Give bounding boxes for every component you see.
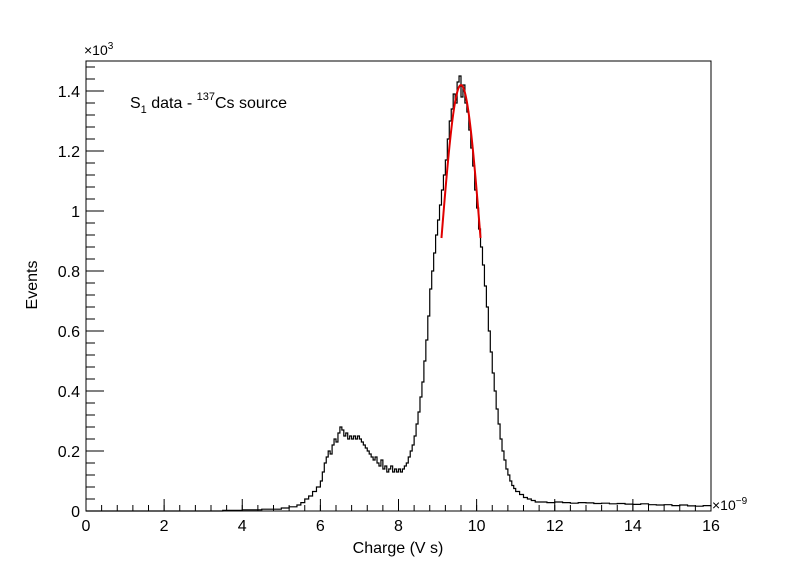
y-multiplier: ×103 <box>84 41 114 58</box>
histogram-layer <box>86 75 712 512</box>
x-tick-label: 0 <box>82 518 91 535</box>
y-tick-label: 0 <box>71 504 80 521</box>
x-multiplier: ×10−9 <box>712 496 748 513</box>
x-tick-label: 14 <box>624 518 642 535</box>
annotation-mid: data - <box>147 95 197 112</box>
histogram-steps <box>86 75 712 512</box>
gaussian-fit-curve <box>440 83 482 239</box>
x-tick-label: 10 <box>468 518 486 535</box>
y-tick-label: 1.2 <box>58 144 80 161</box>
annotation-main: S <box>130 95 141 112</box>
annotation-end: Cs source <box>215 95 287 112</box>
annotation-superscript: 137 <box>197 91 215 103</box>
y-tick-label: 0.2 <box>58 444 80 461</box>
x-tick-label: 4 <box>238 518 247 535</box>
x-multiplier-exp: −9 <box>736 496 748 507</box>
fit-layer <box>440 83 482 239</box>
x-tick-label: 6 <box>316 518 325 535</box>
x-multiplier-base: ×10 <box>712 497 736 513</box>
y-tick-label: 0.8 <box>58 264 80 281</box>
x-axis-title: Charge (V s) <box>353 540 444 557</box>
y-tick-label: 0.4 <box>58 384 80 401</box>
x-tick-label: 12 <box>546 518 564 535</box>
axis-layer: 0 2 4 6 8 10 12 14 16 0 0.2 0.4 0.6 0.8 1 1.2 1.4 <box>58 60 720 535</box>
plot-annotation: S1 data - 137Cs source <box>130 91 287 116</box>
x-tick-label: 16 <box>702 518 720 535</box>
y-tick-label: 1.4 <box>58 84 80 101</box>
x-tick-label: 2 <box>160 518 169 535</box>
y-multiplier-exp: 3 <box>108 41 114 52</box>
y-multiplier-base: ×10 <box>84 42 108 58</box>
y-tick-label: 0.6 <box>58 324 80 341</box>
annotation-subscript: 1 <box>141 104 147 116</box>
y-tick-label: 1 <box>71 204 80 221</box>
x-tick-label: 8 <box>394 518 403 535</box>
y-axis-title: Events <box>24 261 41 310</box>
